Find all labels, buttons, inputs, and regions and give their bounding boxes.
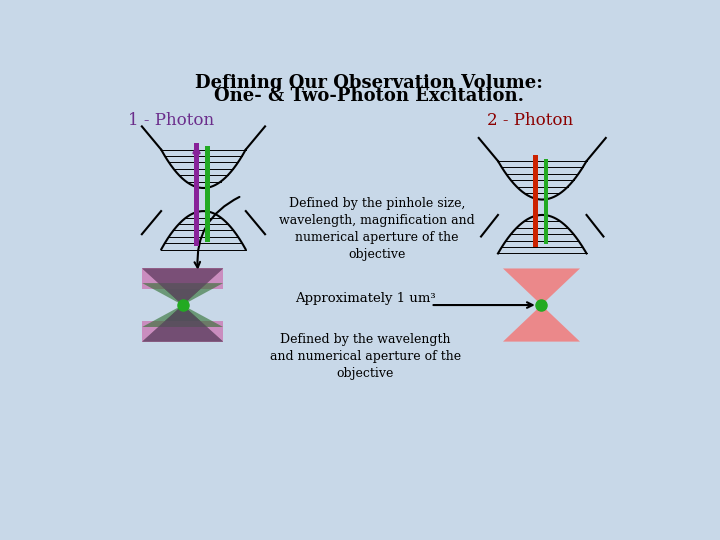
Polygon shape xyxy=(143,305,223,327)
Polygon shape xyxy=(143,283,223,305)
Polygon shape xyxy=(143,268,223,305)
Polygon shape xyxy=(143,268,223,305)
Bar xyxy=(194,143,199,246)
Text: Defined by the wavelength
and numerical aperture of the
objective: Defined by the wavelength and numerical … xyxy=(269,333,461,380)
Polygon shape xyxy=(143,268,223,305)
Text: Approximately 1 um³: Approximately 1 um³ xyxy=(294,292,436,305)
Text: One- & Two-Photon Excitation.: One- & Two-Photon Excitation. xyxy=(214,87,524,105)
Polygon shape xyxy=(503,268,580,305)
Polygon shape xyxy=(143,305,223,342)
Bar xyxy=(533,155,538,247)
Text: 2 - Photon: 2 - Photon xyxy=(487,112,573,129)
Text: Defining Our Observation Volume:: Defining Our Observation Volume: xyxy=(195,74,543,92)
Text: 1 - Photon: 1 - Photon xyxy=(128,112,214,129)
Bar xyxy=(143,321,223,342)
Polygon shape xyxy=(143,305,223,342)
Polygon shape xyxy=(143,268,223,305)
Text: Defined by the pinhole size,
wavelength, magnification and
numerical aperture of: Defined by the pinhole size, wavelength,… xyxy=(279,197,474,261)
Polygon shape xyxy=(503,305,580,342)
Bar xyxy=(143,268,223,289)
Polygon shape xyxy=(143,305,223,342)
Bar xyxy=(544,159,549,244)
Bar xyxy=(205,146,210,242)
Polygon shape xyxy=(143,268,223,305)
Polygon shape xyxy=(143,305,223,342)
